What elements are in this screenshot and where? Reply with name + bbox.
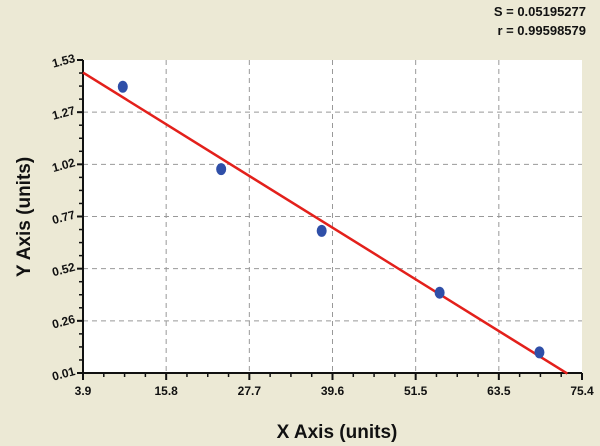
data-point: [316, 224, 327, 237]
x-tick-label: 15.8: [154, 384, 178, 398]
data-point: [534, 346, 545, 359]
r-value: r = 0.99598579: [497, 23, 586, 38]
s-value: S = 0.05195277: [493, 4, 586, 19]
fit-statistics: S = 0.05195277 r = 0.99598579: [494, 2, 586, 40]
y-tick-label: 1.02: [50, 155, 76, 175]
y-tick-label: 1.53: [50, 51, 76, 71]
fit-line: [82, 71, 569, 375]
x-tick-label: 63.5: [487, 384, 511, 398]
x-tick-label: 75.4: [570, 384, 594, 398]
y-tick-label: 0.52: [50, 260, 76, 280]
y-tick-label: 1.27: [50, 103, 76, 123]
y-tick-label: 0.01: [50, 364, 76, 384]
data-point: [117, 80, 128, 93]
x-tick-label: 3.9: [75, 384, 92, 398]
x-tick-label: 39.6: [321, 384, 345, 398]
x-axis-label: X Axis (units): [277, 422, 398, 443]
y-tick-label: 0.77: [50, 208, 76, 228]
x-tick-label: 51.5: [404, 384, 428, 398]
x-tick-label: 27.7: [238, 384, 262, 398]
data-point: [216, 163, 227, 176]
y-axis-label: Y Axis (units): [14, 157, 35, 277]
data-point: [434, 286, 445, 299]
y-tick-label: 0.26: [50, 312, 76, 332]
